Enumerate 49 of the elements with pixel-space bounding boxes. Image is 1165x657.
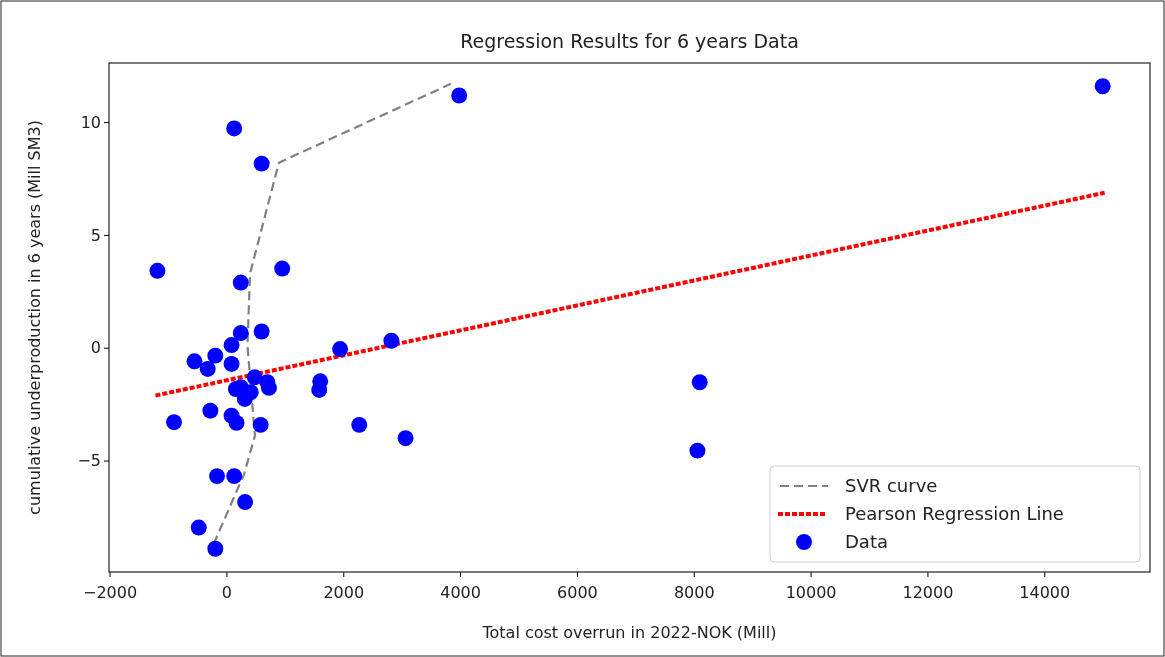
point xyxy=(199,360,216,377)
point xyxy=(223,337,240,353)
point xyxy=(691,374,708,391)
point xyxy=(232,274,249,291)
point xyxy=(383,332,400,349)
x-tick-label: 2000 xyxy=(323,582,365,602)
x-tick-label: 0 xyxy=(221,582,233,602)
point xyxy=(186,353,203,370)
x-tick-label: 4000 xyxy=(440,582,481,602)
point xyxy=(1094,78,1111,95)
point xyxy=(226,120,243,137)
point xyxy=(223,356,240,372)
point xyxy=(332,341,349,358)
point xyxy=(232,325,249,342)
y-tick-label: 10 xyxy=(80,112,101,132)
x-tick-label: 12000 xyxy=(902,582,954,602)
x-tick-label: 10000 xyxy=(785,582,837,602)
point xyxy=(207,540,224,557)
point xyxy=(252,416,269,433)
point xyxy=(351,416,368,433)
x-tick-label: −2000 xyxy=(83,582,138,602)
point xyxy=(228,414,245,431)
legend-label: Data xyxy=(845,531,888,552)
point xyxy=(226,468,243,485)
point xyxy=(202,402,219,419)
point xyxy=(149,262,166,279)
chart-title: Regression Results for 6 years Data xyxy=(460,30,799,52)
y-tick-label: 5 xyxy=(90,225,101,245)
point xyxy=(397,430,414,447)
point xyxy=(253,155,270,172)
x-tick-label: 6000 xyxy=(557,582,598,602)
point xyxy=(274,260,291,277)
x-tick-label: 14000 xyxy=(1019,582,1071,602)
point xyxy=(253,323,270,340)
point xyxy=(451,87,468,104)
point xyxy=(246,369,263,386)
point xyxy=(207,347,224,364)
legend-label: SVR curve xyxy=(845,475,938,496)
point xyxy=(237,494,254,511)
y-tick-label: 0 xyxy=(90,338,101,358)
x-axis-title: Total cost overrun in 2022-NOK (Mill) xyxy=(481,623,777,642)
point xyxy=(166,414,182,431)
x-tick-label: 8000 xyxy=(673,582,715,602)
point xyxy=(209,468,225,485)
y-tick-label: −5 xyxy=(77,451,101,471)
legend-label: Pearson Regression Line xyxy=(845,503,1064,524)
y-axis-title: cumulative underproduction in 6 years (Mill SM3) xyxy=(25,120,44,515)
point xyxy=(190,519,207,536)
point xyxy=(689,442,706,459)
